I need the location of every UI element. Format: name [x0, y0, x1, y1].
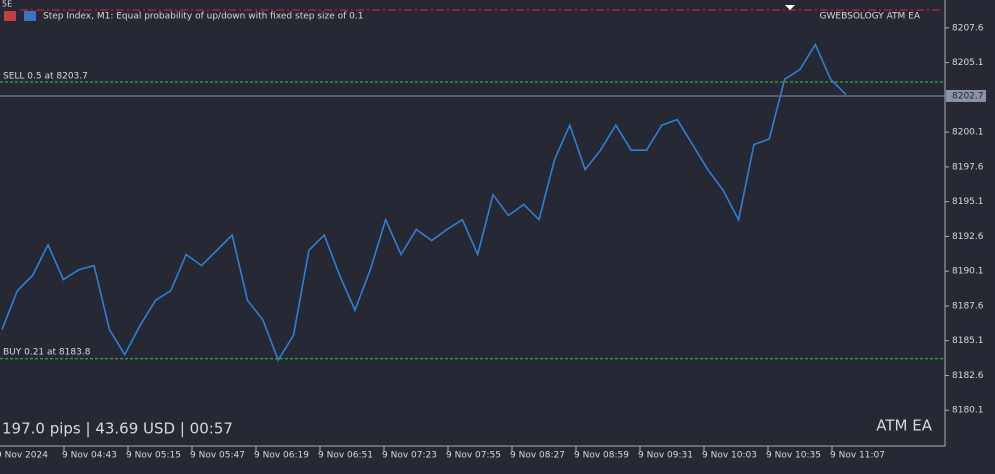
buy-label: BUY 0.21 at 8183.8: [3, 348, 91, 358]
y-tick-label: 8180.1: [952, 406, 984, 416]
y-tick-label: 8205.1: [952, 58, 984, 68]
price-tag-label: 8202.7: [952, 91, 984, 101]
y-tick-label: 8182.6: [952, 371, 984, 381]
x-tick-label: 9 Nov 2024: [0, 451, 48, 461]
corner-label: 5E: [2, 0, 12, 9]
price-line-series: [1, 42, 847, 362]
y-tick-label: 8190.1: [952, 267, 984, 277]
status-summary: 197.0 pips | 43.69 USD | 00:57: [2, 420, 233, 438]
y-tick-label: 8207.6: [952, 23, 984, 33]
price-tag: [946, 89, 986, 102]
icon[interactable]: [24, 11, 36, 21]
y-tick-label: 8185.1: [952, 336, 984, 346]
x-tick-label: 9 Nov 10:35: [766, 451, 821, 461]
x-tick-label: 9 Nov 08:27: [510, 451, 565, 461]
x-tick-label: 9 Nov 05:15: [126, 451, 181, 461]
x-tick-label: 9 Nov 06:19: [254, 451, 309, 461]
x-tick-label: 9 Nov 09:31: [638, 451, 693, 461]
x-tick-label: 9 Nov 08:59: [574, 451, 629, 461]
ea-label: ATM EA: [876, 417, 932, 435]
x-tick-label: 9 Nov 10:03: [702, 451, 757, 461]
y-tick-label: 8192.6: [952, 232, 984, 242]
x-tick-label: 9 Nov 06:51: [318, 451, 373, 461]
y-tick-label: 8195.1: [952, 197, 984, 207]
header-title: Step Index, M1: Equal probability of up/…: [43, 12, 364, 22]
x-tick-label: 9 Nov 11:07: [830, 451, 885, 461]
y-tick-label: 8187.6: [952, 301, 984, 311]
x-tick-label: 9 Nov 04:43: [62, 451, 117, 461]
x-tick-label: 9 Nov 07:23: [382, 451, 437, 461]
x-tick-label: 9 Nov 05:47: [190, 451, 245, 461]
ea-name: GWEBSOLOGY ATM EA: [820, 12, 921, 22]
y-tick-label: 8197.6: [952, 162, 984, 172]
icon: [4, 11, 16, 21]
marker: [785, 5, 795, 10]
sell-label: SELL 0.5 at 8203.7: [3, 72, 88, 82]
y-tick-label: 8200.1: [952, 128, 984, 138]
x-tick-label: 9 Nov 07:55: [446, 451, 501, 461]
